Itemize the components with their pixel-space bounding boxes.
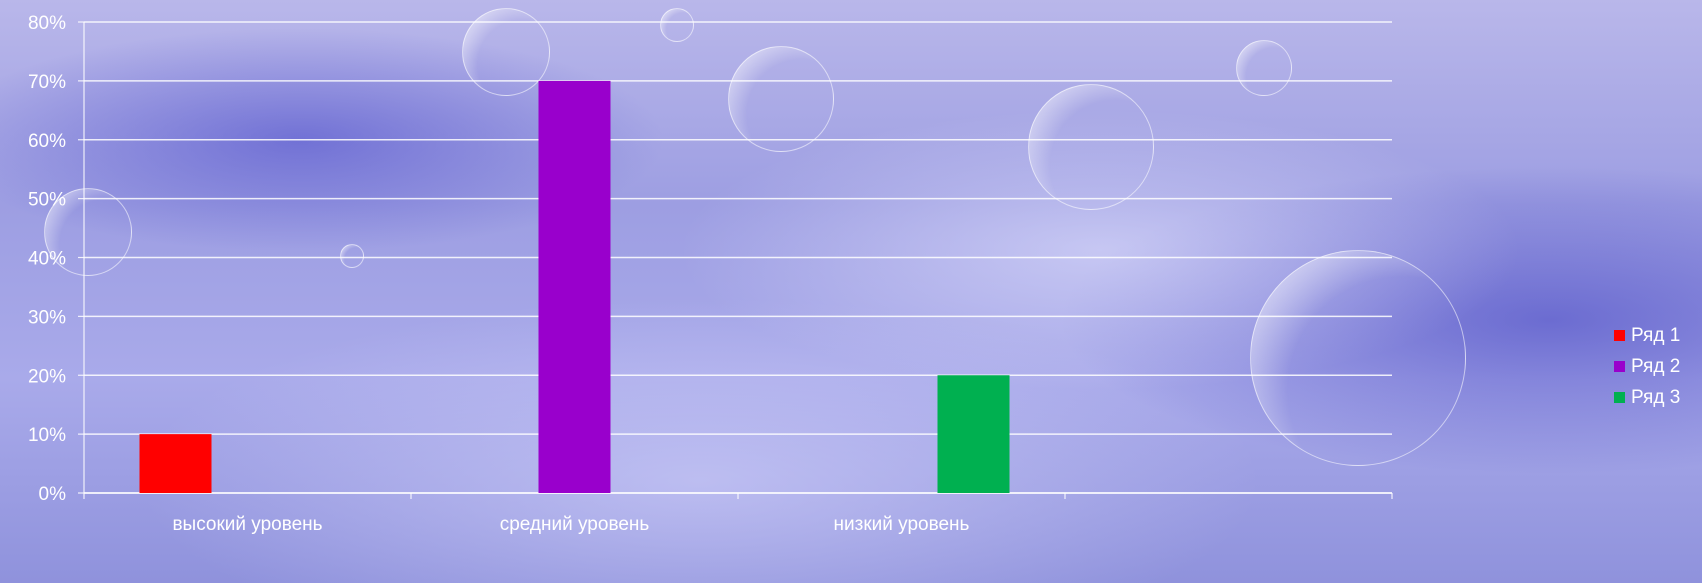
bubble-decoration — [1028, 84, 1154, 210]
bubble-decoration — [1250, 250, 1466, 466]
y-tick-label: 80% — [28, 13, 66, 34]
y-tick-label: 60% — [28, 131, 66, 152]
bar — [139, 434, 212, 493]
legend: Ряд 1 Ряд 2 Ряд 3 — [1614, 320, 1702, 413]
bar — [937, 375, 1010, 493]
y-tick-label: 10% — [28, 425, 66, 446]
legend-swatch — [1614, 392, 1625, 403]
y-tick-label: 50% — [28, 190, 66, 211]
y-tick-label: 70% — [28, 72, 66, 93]
bubble-decoration — [340, 244, 364, 268]
bubble-decoration — [728, 46, 834, 152]
legend-swatch — [1614, 330, 1625, 341]
y-axis: 0% 10% 20% 30% 40% 50% 60% 70% 80% — [28, 13, 85, 505]
bars — [139, 80, 1010, 493]
legend-swatch — [1614, 361, 1625, 372]
y-tick-label: 0% — [39, 484, 67, 505]
bubble-decoration — [44, 188, 132, 276]
y-tick-label: 20% — [28, 366, 66, 387]
x-axis: высокий уровень средний уровень низкий уро… — [83, 492, 1393, 535]
legend-item: Ряд 1 — [1614, 320, 1702, 351]
y-tick-label: 30% — [28, 307, 66, 328]
legend-label: Ряд 2 — [1631, 355, 1681, 377]
legend-label: Ряд 3 — [1631, 386, 1681, 408]
x-tick-label: низкий уровень — [834, 514, 970, 535]
bar — [538, 80, 611, 493]
x-tick-label: высокий уровень — [172, 514, 322, 535]
y-tick-label: 40% — [28, 249, 66, 270]
bubble-decoration — [660, 8, 694, 42]
bubble-decoration — [1236, 40, 1292, 96]
legend-item: Ряд 2 — [1614, 351, 1702, 382]
legend-label: Ряд 1 — [1631, 324, 1681, 346]
gridlines — [84, 21, 1392, 494]
x-tick-label: средний уровень — [500, 514, 650, 535]
legend-item: Ряд 3 — [1614, 382, 1702, 413]
